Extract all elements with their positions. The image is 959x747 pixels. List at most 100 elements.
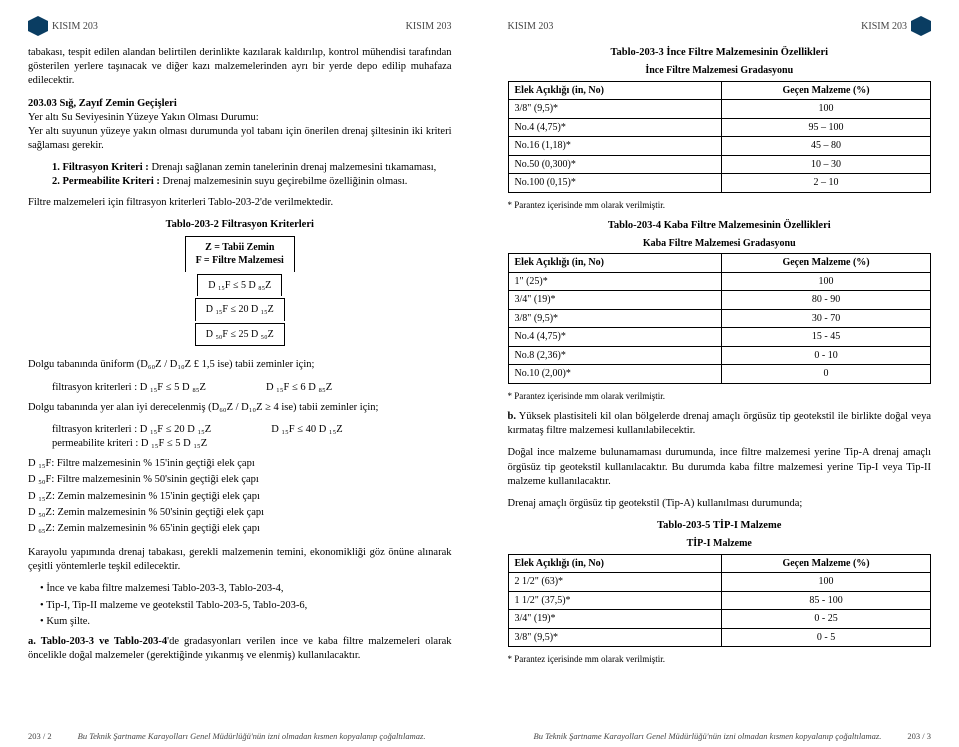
table-row: No.100 (0,15)*2 – 10 (508, 174, 931, 193)
section-subtitle: Yer altı Su Seviyesinin Yüzeye Yakın Olm… (28, 112, 259, 123)
karayolu-para: Karayolu yapımında drenaj tabakası, gere… (28, 546, 452, 574)
t3-col2: Geçen Malzeme (%) (722, 81, 931, 100)
t5-col2: Geçen Malzeme (%) (722, 554, 931, 573)
definitions: D ₁₅F: Filtre malzemesinin % 15'inin geç… (28, 457, 452, 536)
cell-elek: No.4 (4,75)* (508, 328, 722, 347)
uniform-text: Dolgu tabanında üniform (D₆₀Z / D₁₀Z £ 1… (28, 358, 452, 372)
logo-icon (28, 16, 48, 36)
t4-caption: Tablo-203-4 Kaba Filtre Malzemesinin Öze… (508, 219, 932, 233)
right-content: Tablo-203-3 İnce Filtre Malzemesinin Öze… (508, 46, 932, 665)
cell-elek: 1 1/2" (37,5)* (508, 591, 722, 610)
bullet-3: Kum şilte. (40, 615, 452, 629)
def5: D ₆₅Z: Zemin malzemesinin % 65'inin geçt… (28, 522, 452, 536)
table-row: 1 1/2" (37,5)*85 - 100 (508, 591, 931, 610)
t2-criteria-block: Z = Tabii Zemin F = Filtre Malzemesi D ₁… (28, 236, 452, 349)
table-row: No.16 (1,18)*45 – 80 (508, 137, 931, 156)
cell-gecen: 15 - 45 (722, 328, 931, 347)
t2-r3: D ₅₀F ≤ 25 D ₅₀Z (195, 323, 285, 347)
footer-pn-left: 203 / 2 (28, 731, 52, 741)
t3-sub: İnce Filtre Malzemesi Gradasyonu (508, 64, 932, 78)
table-row: 3/4" (19)*0 - 25 (508, 610, 931, 629)
table-203-3: Elek Açıklığı (in, No) Geçen Malzeme (%)… (508, 81, 932, 193)
right-header: KISIM 203 KISIM 203 (508, 16, 932, 36)
left-page: KISIM 203 KISIM 203 tabakası, tespit edi… (0, 0, 480, 747)
cell-elek: No.16 (1,18)* (508, 137, 722, 156)
table-row: 3/8" (9,5)*30 - 70 (508, 309, 931, 328)
t5-footnote: * Parantez içerisinde mm olarak verilmiş… (508, 653, 932, 665)
cell-gecen: 10 – 30 (722, 155, 931, 174)
a-note: a. Tablo-203-3 ve Tablo-203-4'de gradasy… (28, 635, 452, 663)
dere-text: Dolgu tabanında yer alan iyi derecelenmi… (28, 401, 452, 415)
t5-caption: Tablo-203-5 TİP-I Malzeme (508, 519, 932, 533)
t2-legend2: F = Filtre Malzemesi (196, 255, 284, 266)
filtre-ref: Filtre malzemeleri için filtrasyon krite… (28, 196, 452, 210)
cell-gecen: 100 (722, 272, 931, 291)
cell-gecen: 85 - 100 (722, 591, 931, 610)
table-row: 3/8" (9,5)*0 - 5 (508, 628, 931, 647)
dere-perm: permeabilite kriteri : D ₁₅F ≤ 5 D ₁₅Z (52, 438, 207, 449)
header-section-left: KISIM 203 (52, 21, 98, 32)
t3-caption: Tablo-203-3 İnce Filtre Malzemesinin Öze… (508, 46, 932, 60)
table-row: 2 1/2" (63)*100 (508, 573, 931, 592)
def2: D ₅₀F: Filtre malzemesinin % 50'sinin ge… (28, 473, 452, 487)
footer-pn-right: 203 / 3 (907, 731, 931, 741)
b-note-text: Yüksek plastisiteli kil olan bölgelerde … (508, 411, 932, 436)
cell-elek: 2 1/2" (63)* (508, 573, 722, 592)
footer-center-right: Bu Teknik Şartname Karayolları Genel Müd… (508, 731, 908, 741)
table-row: No.4 (4,75)*15 - 45 (508, 328, 931, 347)
bullet-1: İnce ve kaba filtre malzemesi Tablo-203-… (40, 582, 452, 596)
def1: D ₁₅F: Filtre malzemesinin % 15'inin geç… (28, 457, 452, 471)
t5-col1: Elek Açıklığı (in, No) (508, 554, 722, 573)
cell-gecen: 30 - 70 (722, 309, 931, 328)
t2-caption: Tablo-203-2 Filtrasyon Kriterleri (28, 218, 452, 232)
t4-sub: Kaba Filtre Malzemesi Gradasyonu (508, 237, 932, 251)
t2-r2: D ₁₅F ≤ 20 D ₁₅Z (195, 298, 285, 321)
right-footer: Bu Teknik Şartname Karayolları Genel Müd… (508, 731, 932, 741)
cell-elek: No.100 (0,15)* (508, 174, 722, 193)
header-section-right: KISIM 203 (406, 21, 452, 32)
table-row: 3/8" (9,5)*100 (508, 100, 931, 119)
table-203-5: Elek Açıklığı (in, No) Geçen Malzeme (%)… (508, 554, 932, 648)
cell-gecen: 0 - 25 (722, 610, 931, 629)
t3-col1: Elek Açıklığı (in, No) (508, 81, 722, 100)
cell-elek: No.8 (2,36)* (508, 346, 722, 365)
cell-elek: 1" (25)* (508, 272, 722, 291)
header-section-left-r: KISIM 203 (508, 21, 554, 32)
def4: D ₅₀Z: Zemin malzemesinin % 50'sinin geç… (28, 506, 452, 520)
table-row: No.8 (2,36)*0 - 10 (508, 346, 931, 365)
cell-gecen: 0 - 10 (722, 346, 931, 365)
cell-elek: 3/4" (19)* (508, 610, 722, 629)
cell-gecen: 0 (722, 365, 931, 384)
kriter-2-text: Drenaj malzemesinin suyu geçirebilme öze… (160, 176, 408, 187)
t2-legend1: Z = Tabii Zemin (205, 242, 274, 253)
table-203-4: Elek Açıklığı (in, No) Geçen Malzeme (%)… (508, 253, 932, 384)
table-row: No.4 (4,75)*95 – 100 (508, 118, 931, 137)
b-note: b. Yüksek plastisiteli kil olan bölgeler… (508, 410, 932, 438)
t2-r1: D ₁₅F ≤ 5 D ₈₅Z (197, 274, 282, 297)
t4-col2: Geçen Malzeme (%) (722, 254, 931, 273)
uniform-k2: D ₁₅F ≤ 6 D ₈₅Z (266, 381, 332, 395)
left-content: tabakası, tespit edilen alandan belirtil… (28, 46, 452, 663)
uniform-k1: filtrasyon kriterleri : D ₁₅F ≤ 5 D ₈₅Z (52, 381, 206, 395)
logo-icon-r (911, 16, 931, 36)
cell-elek: No.50 (0,300)* (508, 155, 722, 174)
t4-footnote: * Parantez içerisinde mm olarak verilmiş… (508, 390, 932, 402)
t4-col1: Elek Açıklığı (in, No) (508, 254, 722, 273)
para-intro: tabakası, tespit edilen alandan belirtil… (28, 46, 452, 89)
table-row: 3/4" (19)*80 - 90 (508, 291, 931, 310)
header-section-right-r: KISIM 203 (861, 21, 907, 32)
left-footer: 203 / 2 Bu Teknik Şartname Karayolları G… (28, 731, 452, 741)
section-203-03-title: 203.03 Sığ, Zayıf Zemin Geçişleri (28, 98, 177, 109)
cell-gecen: 100 (722, 573, 931, 592)
b-note-label: b. (508, 411, 516, 422)
dogal-p1: Doğal ince malzeme bulunamaması durumund… (508, 446, 932, 489)
left-header: KISIM 203 KISIM 203 (28, 16, 452, 36)
bullet-list: İnce ve kaba filtre malzemesi Tablo-203-… (40, 582, 452, 629)
cell-elek: 3/8" (9,5)* (508, 309, 722, 328)
dere-k1: filtrasyon kriterleri : D ₁₅F ≤ 20 D ₁₅Z (52, 423, 211, 437)
dere-k2: D ₁₅F ≤ 40 D ₁₅Z (271, 423, 342, 437)
right-page: KISIM 203 KISIM 203 Tablo-203-3 İnce Fil… (480, 0, 959, 747)
def3: D ₁₅Z: Zemin malzemesinin % 15'inin geçt… (28, 490, 452, 504)
cell-elek: No.4 (4,75)* (508, 118, 722, 137)
table-row: No.10 (2,00)*0 (508, 365, 931, 384)
